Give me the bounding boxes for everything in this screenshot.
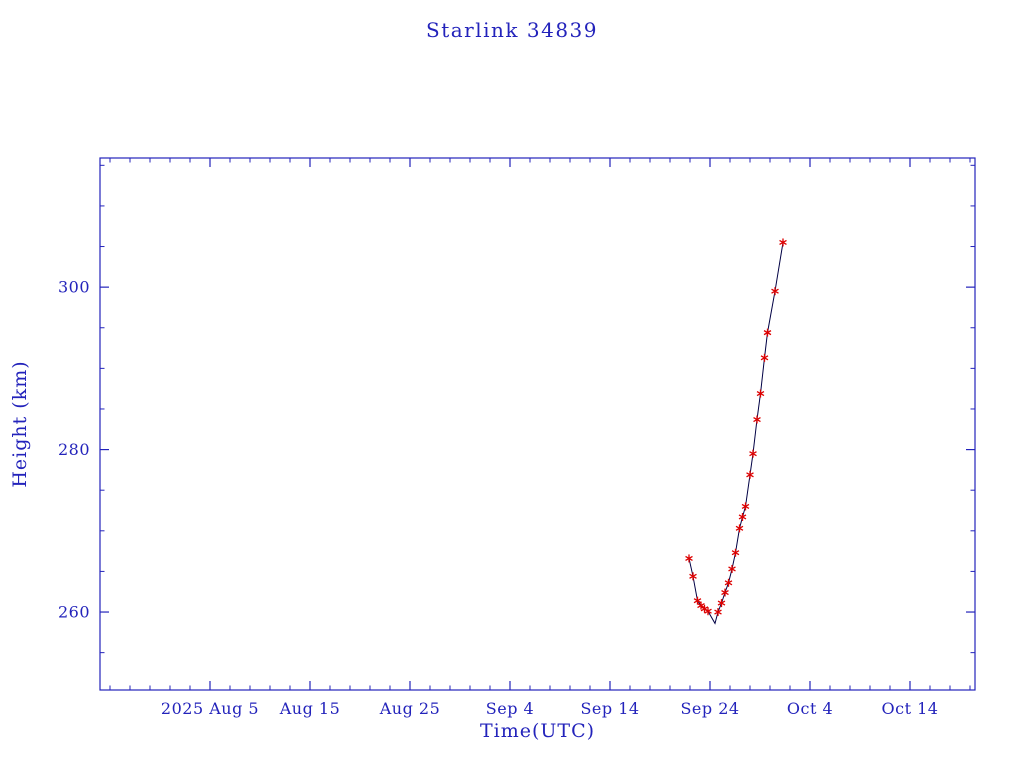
y-tick-label: 300 [58, 278, 90, 297]
data-markers [685, 238, 787, 617]
x-tick-label: Sep 4 [486, 699, 534, 718]
x-axis-label: Time(UTC) [479, 720, 596, 742]
x-tick-label: 2025 Aug 5 [161, 699, 259, 718]
y-tick-label: 260 [58, 603, 90, 622]
x-tick-label: Sep 14 [580, 699, 639, 718]
y-tick-label: 280 [58, 440, 90, 459]
x-tick-label: Aug 15 [279, 699, 341, 718]
x-tick-label: Oct 14 [882, 699, 939, 718]
x-axis: 2025 Aug 5 Aug 15 Aug 25 Sep 4 Sep 14 Sep 24 O… [109, 158, 971, 718]
chart-title: Starlink 34839 [426, 18, 598, 42]
axes-frame [99, 157, 976, 691]
x-tick-label: Oct 4 [787, 699, 833, 718]
y-axis: 260 280 300 [58, 164, 975, 654]
x-tick-label: Sep 24 [680, 699, 739, 718]
x-tick-label: Aug 25 [379, 699, 441, 718]
data-line [688, 242, 784, 625]
